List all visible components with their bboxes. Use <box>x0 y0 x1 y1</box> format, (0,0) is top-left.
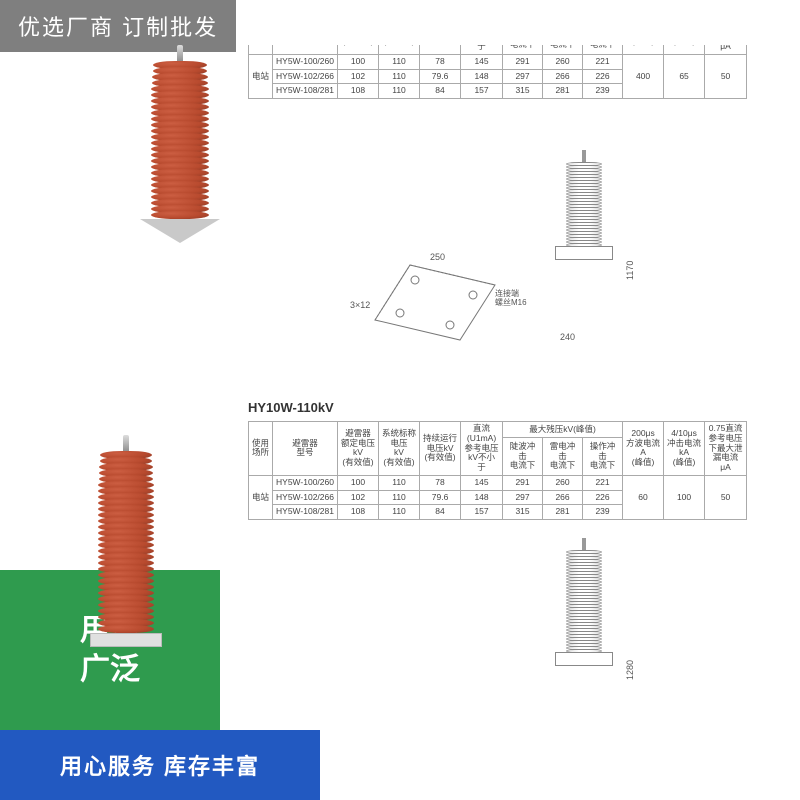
schematic-base <box>555 246 613 260</box>
spec-table-upper: 使用场所避雷器型号避雷器额定电压kV(有效值)系统标称电压kV(有效值)持续运行… <box>248 0 747 99</box>
dim-height-upper: 1170 <box>625 261 635 280</box>
schematic-fins <box>566 550 602 652</box>
dim-angle: 3×12 <box>350 300 370 310</box>
schematic-lower <box>555 538 613 666</box>
arrester-base-triangle <box>140 219 220 243</box>
schematic-pin <box>582 150 586 162</box>
schematic-pin <box>582 538 586 550</box>
dim-width-upper: 240 <box>560 332 575 342</box>
schematic-base <box>555 652 613 666</box>
spec-table-upper-wrap: 使用场所避雷器型号避雷器额定电压kV(有效值)系统标称电压kV(有效值)持续运行… <box>248 0 747 99</box>
arrester-fins <box>151 63 209 219</box>
spec-section-lower: HY10W-110kV 使用场所避雷器型号避雷器额定电压kV(有效值)系统标称电… <box>248 400 747 520</box>
arrester-base-rect <box>90 633 162 647</box>
spec-title-lower: HY10W-110kV <box>248 400 747 415</box>
arrester-photo-lower <box>90 435 162 647</box>
blue-banner: 用心服务 库存丰富 <box>0 730 320 800</box>
dim-note: 连接端 螺丝M16 <box>495 290 527 308</box>
base-plate-diagram <box>365 255 505 350</box>
schematic-upper <box>555 150 613 260</box>
dim-diag-250: 250 <box>430 252 445 262</box>
arrester-photo-upper <box>140 45 220 243</box>
arrester-fins <box>98 453 154 633</box>
blue-banner-text: 用心服务 库存丰富 <box>60 749 260 781</box>
spec-table-lower: 使用场所避雷器型号避雷器额定电压kV(有效值)系统标称电压kV(有效值)持续运行… <box>248 421 747 520</box>
top-banner-text: 优选厂商 订制批发 <box>18 15 218 40</box>
schematic-fins <box>566 162 602 246</box>
dim-height-lower: 1280 <box>625 660 635 680</box>
